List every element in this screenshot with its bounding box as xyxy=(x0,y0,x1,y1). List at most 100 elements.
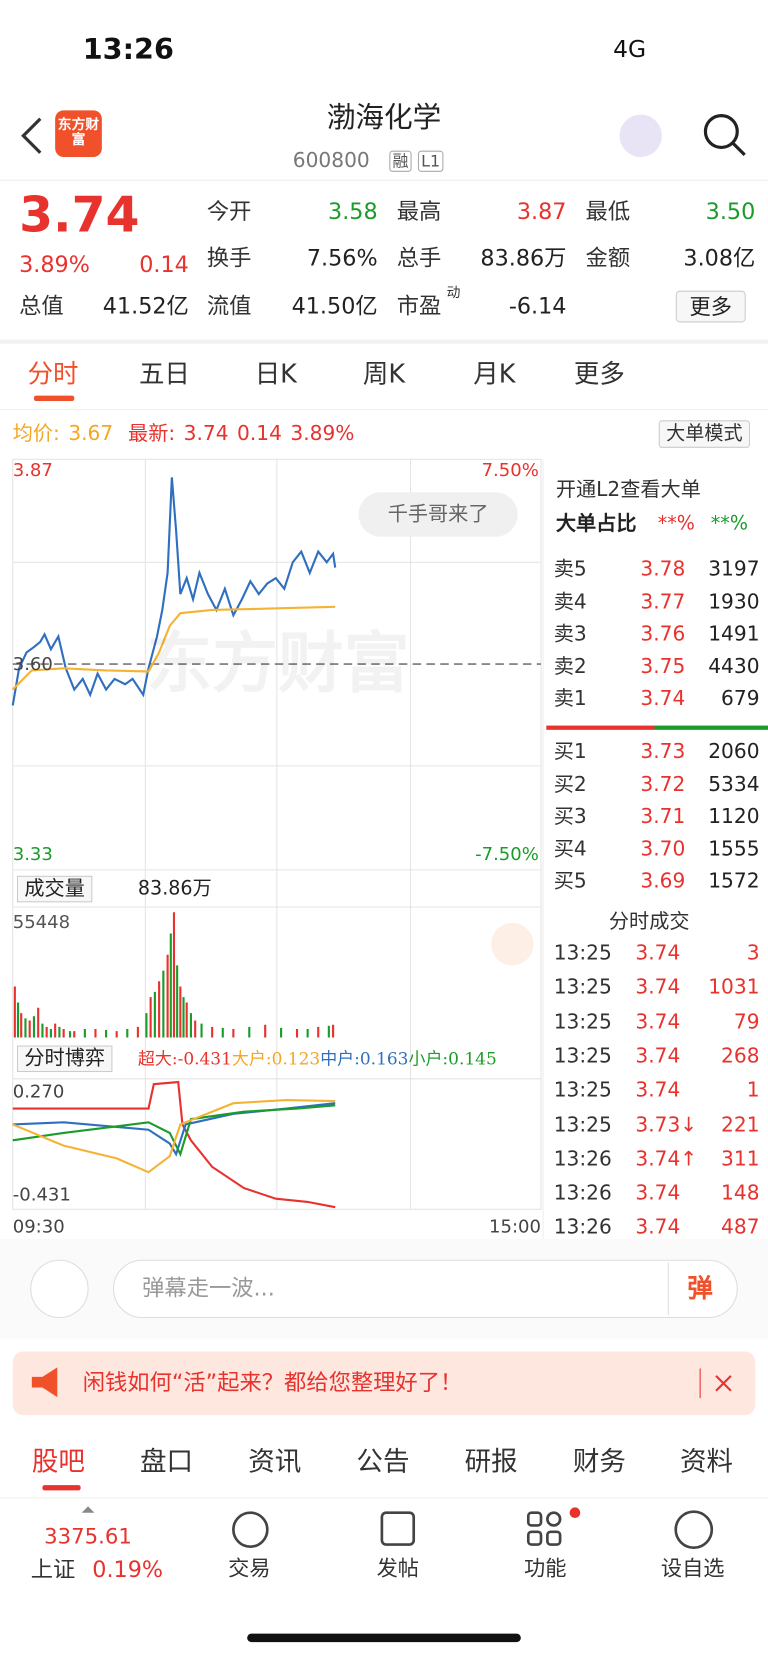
y-label: 3.60 xyxy=(12,654,53,676)
badge: 融 xyxy=(389,150,412,172)
book-volume: 1930 xyxy=(708,589,760,614)
nav-item[interactable]: 交易 xyxy=(228,1555,271,1581)
field-value: 3.08亿 xyxy=(683,245,756,271)
bottom-tab[interactable]: 公告 xyxy=(356,1445,410,1477)
volume: 83.86万 xyxy=(137,877,212,900)
trade-volume: 268 xyxy=(721,1044,760,1068)
x-label: 15:00 xyxy=(489,1216,542,1238)
bottom-tab[interactable]: 盘口 xyxy=(140,1445,194,1477)
tab[interactable]: 五日 xyxy=(138,359,190,389)
field-label: 金额 xyxy=(585,245,631,271)
ratio-buy: **% xyxy=(657,512,695,535)
field-value: 41.50亿 xyxy=(291,293,378,319)
book-volume: 2060 xyxy=(708,740,760,764)
book-price: 3.74 xyxy=(640,686,686,711)
trade-volume: 221 xyxy=(721,1112,760,1137)
x-label: 09:30 xyxy=(12,1216,65,1238)
flow-name: 中户: xyxy=(320,1048,360,1069)
trade-time: 13:25 xyxy=(553,975,612,1000)
trade-time: 13:25 xyxy=(553,1010,612,1034)
more-button[interactable]: 更多 xyxy=(675,290,746,323)
index-value: 3375.61 xyxy=(44,1523,132,1549)
book-label: 卖3 xyxy=(553,622,587,646)
book-volume: 1491 xyxy=(708,622,760,646)
avg-label: 均价: xyxy=(12,421,60,446)
volume-label: 成交量 xyxy=(16,875,93,903)
comment-input[interactable]: 弹幕走一波... xyxy=(142,1275,275,1301)
change-pct: 3.89% xyxy=(19,251,90,278)
change: 0.14 xyxy=(139,251,189,278)
field-value: 3.87 xyxy=(516,198,567,225)
trade-volume: 311 xyxy=(721,1147,760,1171)
trade-price: 3.74 xyxy=(635,975,681,1000)
book-label: 卖1 xyxy=(553,686,587,711)
book-volume: 679 xyxy=(721,686,760,711)
trade-time: 13:25 xyxy=(553,941,612,965)
ratio-label: 大单占比 xyxy=(555,511,637,536)
trade-price: 3.74 xyxy=(635,1181,681,1205)
field-sup: 动 xyxy=(446,285,461,302)
trade-volume: 1031 xyxy=(708,975,760,1000)
flow-value: -0.431 xyxy=(177,1048,232,1069)
field-label: 市盈 xyxy=(396,293,442,319)
field-label: 最低 xyxy=(585,198,631,225)
watermark: 东方财富 xyxy=(146,624,410,703)
bottom-tab[interactable]: 资讯 xyxy=(248,1445,302,1477)
book-label: 买2 xyxy=(553,772,587,796)
y-label: 3.33 xyxy=(12,844,53,866)
book-price: 3.70 xyxy=(640,837,686,861)
book-volume: 3197 xyxy=(708,557,760,581)
trade-time: 13:25 xyxy=(553,1044,612,1068)
game-label-bottom: -0.431 xyxy=(12,1184,71,1206)
trade-price: 3.74 xyxy=(635,941,681,965)
book-volume: 1120 xyxy=(708,804,760,829)
book-price: 3.75 xyxy=(640,654,686,678)
trade-time: 13:25 xyxy=(553,1078,612,1102)
bottom-tab[interactable]: 研报 xyxy=(464,1445,518,1477)
bottom-tab[interactable]: 资料 xyxy=(679,1445,734,1477)
trade-volume: 3 xyxy=(746,941,760,965)
book-price: 3.69 xyxy=(640,869,686,893)
nav-item[interactable]: 功能 xyxy=(524,1555,567,1581)
trade-volume: 148 xyxy=(721,1181,760,1205)
book-label: 买1 xyxy=(553,740,587,764)
banner-text[interactable]: 闲钱如何“活”起来？都给您整理好了！ xyxy=(82,1369,463,1396)
trade-volume: 487 xyxy=(721,1215,760,1240)
book-volume: 4430 xyxy=(708,654,760,678)
status-time: 13:26 xyxy=(82,33,174,67)
tab[interactable]: 分时 xyxy=(27,359,79,389)
tab[interactable]: 周K xyxy=(362,359,406,389)
trades-title: 分时成交 xyxy=(608,909,690,934)
trade-time: 13:26 xyxy=(553,1181,612,1205)
latest: 3.74 xyxy=(183,421,229,446)
book-label: 买5 xyxy=(553,869,587,893)
field-label: 换手 xyxy=(206,245,252,271)
nav-item[interactable]: 设自选 xyxy=(660,1555,725,1581)
trade-time: 13:26 xyxy=(553,1147,612,1171)
flow-value: 0.163 xyxy=(359,1048,409,1069)
tab[interactable]: 月K xyxy=(473,359,516,389)
nav-item[interactable]: 发帖 xyxy=(376,1555,420,1581)
tab[interactable]: 更多 xyxy=(573,359,625,389)
field-value: 83.86万 xyxy=(480,245,567,271)
bottom-tab[interactable]: 财务 xyxy=(572,1445,626,1477)
field-value: 3.50 xyxy=(705,198,756,225)
game-label: 分时博弈 xyxy=(16,1045,113,1072)
book-volume: 1572 xyxy=(708,869,760,893)
comment-button[interactable]: 弹 xyxy=(687,1273,713,1304)
book-price: 3.76 xyxy=(640,622,686,646)
logo: 东方财富 xyxy=(57,117,100,149)
tab[interactable]: 日K xyxy=(254,359,297,389)
bottom-tab[interactable]: 股吧 xyxy=(31,1445,85,1477)
pct: 3.89% xyxy=(290,421,355,446)
trade-volume: 79 xyxy=(733,1010,760,1034)
flow-name: 小户: xyxy=(408,1048,449,1069)
book-price: 3.73 xyxy=(640,740,686,764)
volume-max: 55448 xyxy=(12,912,71,934)
avg: 3.67 xyxy=(68,421,114,446)
mode-button[interactable]: 大单模式 xyxy=(658,420,750,448)
field-label: 今开 xyxy=(206,198,252,225)
pct-label: 7.50% xyxy=(481,460,539,482)
